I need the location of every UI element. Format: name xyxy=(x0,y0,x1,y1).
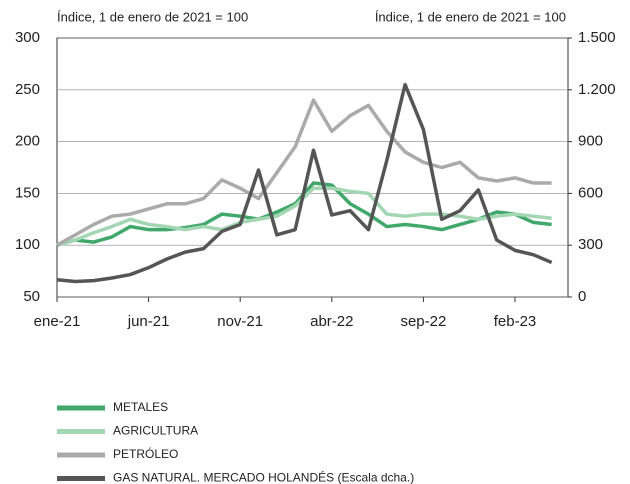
y2-axis-label: Índice, 1 de enero de 2021 = 100 xyxy=(375,9,566,24)
x-tick-label: sep-22 xyxy=(400,313,446,330)
x-tick-label: jun-21 xyxy=(127,313,170,330)
y-axis-label: Índice, 1 de enero de 2021 = 100 xyxy=(57,9,248,24)
series-line xyxy=(56,82,553,284)
y-tick-label: 250 xyxy=(15,81,40,98)
y-tick-label: 50 xyxy=(23,288,40,305)
y-tick-label: 150 xyxy=(15,184,40,201)
legend-label: METALES xyxy=(113,400,168,414)
series-line xyxy=(56,98,552,247)
y-tick-label: 100 xyxy=(15,236,40,253)
x-tick-label: nov-21 xyxy=(217,313,263,330)
legend-label: PETRÓLEO xyxy=(113,446,178,461)
y2-tick-label: 0 xyxy=(578,288,586,305)
y2-tick-label: 1.500 xyxy=(578,29,616,46)
plot-frame xyxy=(56,37,569,298)
x-tick-label: ene-21 xyxy=(34,313,81,330)
y-tick-label: 200 xyxy=(15,133,40,150)
x-tick-label: feb-23 xyxy=(494,313,537,330)
y2-tick-label: 900 xyxy=(578,133,603,150)
x-tick-label: abr-22 xyxy=(310,313,353,330)
y2-tick-label: 300 xyxy=(578,236,603,253)
legend-label: GAS NATURAL. MERCADO HOLANDÉS (Escala dc… xyxy=(113,470,414,484)
legend-label: AGRICULTURA xyxy=(113,424,198,438)
y2-tick-label: 1.200 xyxy=(578,81,616,98)
y2-tick-label: 600 xyxy=(578,184,603,201)
y-tick-label: 300 xyxy=(15,29,40,46)
